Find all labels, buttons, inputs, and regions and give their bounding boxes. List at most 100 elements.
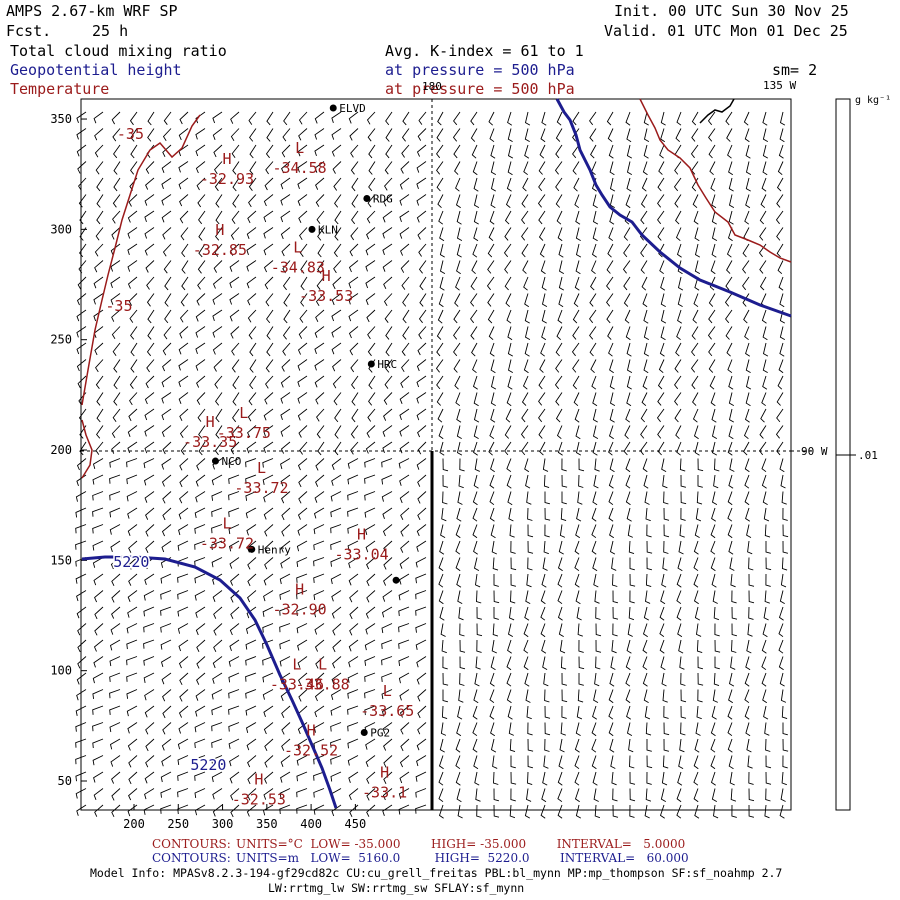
y-tick-label: 100 <box>50 664 72 678</box>
station-label: HRC <box>377 358 397 371</box>
footer-model-info-2: LW:rrtmg_lw SW:rrtmg_sw SFLAY:sf_mynn <box>268 881 525 895</box>
height-contour-label: 5220 <box>190 756 226 774</box>
station-dot <box>360 728 368 736</box>
station-label: KLN <box>318 223 338 236</box>
colorbar-tick-label: .01 <box>858 449 878 462</box>
footer-height-contours: UNITS=m LOW= 5160.0 HIGH= 5220.0 INTERVA… <box>236 851 689 865</box>
y-tick-label: 50 <box>58 774 72 788</box>
station-dot <box>367 360 375 368</box>
y-tick-label: 200 <box>50 443 72 457</box>
extrema-letter: H <box>222 150 231 168</box>
station-label: Henry <box>258 543 291 556</box>
model-title: AMPS 2.67-km WRF SP <box>6 2 178 20</box>
footer-height-lead: CONTOURS: <box>152 851 231 865</box>
height-contour-5220 <box>81 555 338 809</box>
field-cloud-detail: Avg. K-index = 61 to 1 <box>385 42 584 60</box>
temp-contour-label: -35 <box>105 297 132 315</box>
station-label: ELVD <box>339 102 366 115</box>
temperature-extrema: H-32.93L-34.58H-32.85 L-34.83H-33.53L-33.… <box>183 139 414 808</box>
station-dot <box>211 457 219 465</box>
footer-temp-lead: CONTOURS: <box>152 837 231 851</box>
field-geopotential: Geopotential height <box>10 61 182 79</box>
temp-contour-west-low <box>81 419 93 479</box>
colorbar-units: g kg⁻¹ <box>855 95 891 106</box>
station-label: NCO <box>221 455 241 468</box>
extrema-letter: L <box>383 682 392 700</box>
field-temperature-detail: at pressure = 500 hPa <box>385 80 575 98</box>
extrema-value: -33.75 <box>217 424 271 442</box>
station-label: RDG <box>373 192 393 205</box>
y-tick-label: 250 <box>50 333 72 347</box>
forecast-hour: 25 h <box>92 22 129 40</box>
wind-barb-field <box>75 111 789 819</box>
extrema-value: -33.65 <box>360 702 414 720</box>
wind-barbs <box>75 111 789 819</box>
extrema-value: -34.83 <box>271 258 325 276</box>
extrema-letter: H <box>254 770 263 788</box>
station-dot <box>308 225 316 233</box>
extrema-value: -33.72 <box>200 534 254 552</box>
field-cloud-mixing: Total cloud mixing ratio <box>10 42 227 60</box>
footer-temp-contours: UNITS=°C LOW= -35.000 HIGH= -35.000 INTE… <box>236 837 686 851</box>
x-tick-label: 250 <box>167 817 189 831</box>
coast-fragment <box>699 98 735 124</box>
coastline <box>555 98 792 318</box>
extrema-value: -34.58 <box>272 159 326 177</box>
extrema-value: -33.88 <box>296 676 350 694</box>
x-tick-label: 200 <box>123 817 145 831</box>
y-tick-label: 300 <box>50 222 72 236</box>
stations: ELVD RDG KLN HRC NCO Henry PG2 <box>211 102 400 739</box>
extrema-letter: H <box>295 580 304 598</box>
field-temperature: Temperature <box>10 80 110 98</box>
extrema-value: -32.52 <box>284 742 338 760</box>
extrema-value: -33.35 <box>183 433 237 451</box>
extrema-letter: L <box>257 459 266 477</box>
y-tick-label: 350 <box>50 112 72 126</box>
map-frame <box>80 98 792 811</box>
extrema-letter: L <box>293 238 302 256</box>
station-label: PG2 <box>370 726 390 739</box>
extrema-letter: H <box>380 764 389 782</box>
extrema-letter: L <box>292 656 301 674</box>
x-tick-label: 300 <box>212 817 234 831</box>
lon-label-90w: 90 W <box>801 445 828 458</box>
footer-model-info: Model Info: MPASv8.2.3-194-gf29cd82c CU:… <box>90 866 783 880</box>
extrema-letter: L <box>295 139 304 157</box>
extrema-value: -33.72 <box>234 479 288 497</box>
lon-label-135w: 135 W <box>763 79 796 92</box>
colorbar <box>835 98 851 811</box>
extrema-letter: H <box>307 722 316 740</box>
x-tick-label: 350 <box>256 817 278 831</box>
station-dot <box>248 545 256 553</box>
extrema-letter: L <box>239 404 248 422</box>
station-dot <box>392 576 400 584</box>
station-dot <box>363 194 371 202</box>
init-time: Init. 00 UTC Sun 30 Nov 25 <box>614 2 849 20</box>
temp-contour-west <box>81 114 201 406</box>
x-tick-label: 400 <box>300 817 322 831</box>
x-tick-label: 450 <box>345 817 367 831</box>
extrema-value: -32.85 <box>193 241 247 259</box>
temp-contour-east <box>639 98 792 263</box>
extrema-letter: H <box>215 221 224 239</box>
extrema-letter: H <box>322 267 331 285</box>
extrema-value: -33.53 <box>299 287 353 305</box>
extrema-value: -32.90 <box>272 600 326 618</box>
y-tick-label: 150 <box>50 553 72 567</box>
height-contour-label: 5220 <box>113 553 149 571</box>
extrema-value: -32.93 <box>200 170 254 188</box>
extrema-letter: L <box>318 656 327 674</box>
axis-ticks: 200 250 300 350 400 450 350 300 250 200 150 100 50 <box>50 112 366 831</box>
contour-labels: -35 -35 5220 5220 <box>105 125 228 776</box>
forecast-label: Fcst. <box>6 22 52 40</box>
valid-time: Valid. 01 UTC Mon 01 Dec 25 <box>604 22 848 40</box>
extrema-value: -33.04 <box>334 545 388 563</box>
extrema-letter: H <box>206 413 215 431</box>
extrema-letter: H <box>357 525 366 543</box>
station-dot <box>329 104 337 112</box>
smoothing-label: sm= 2 <box>772 61 818 79</box>
extrema-value: -32.53 <box>232 790 286 808</box>
temp-contour-label: -35 <box>117 125 144 143</box>
extrema-letter: L <box>222 514 231 532</box>
